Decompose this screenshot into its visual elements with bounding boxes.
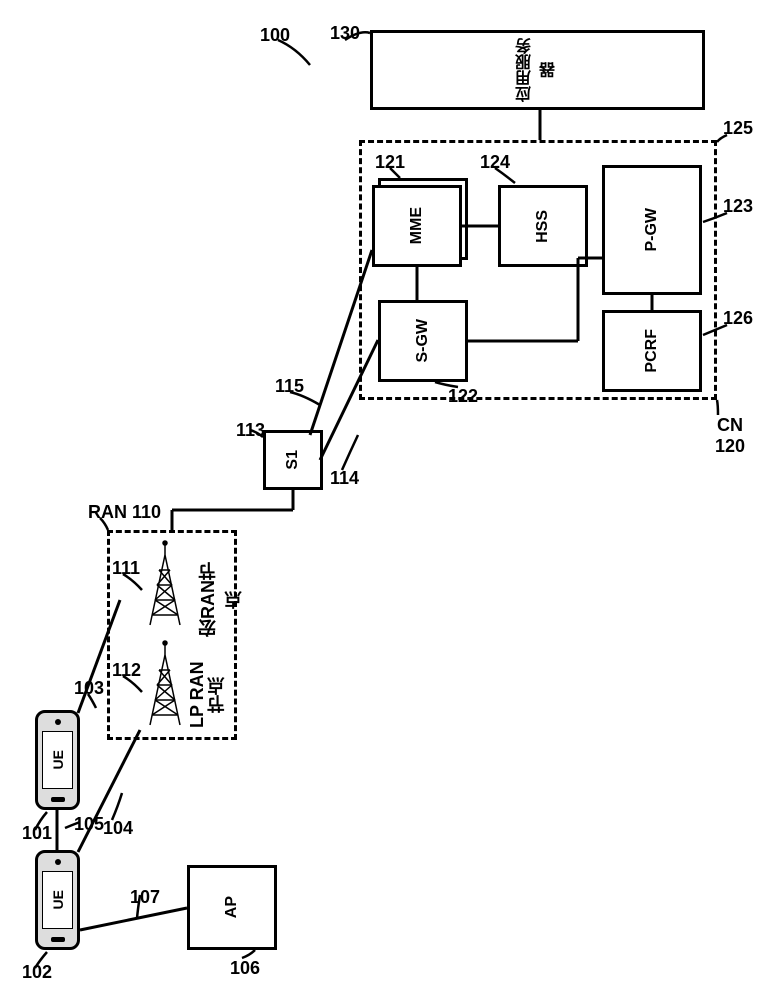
ref-107: 107 [130, 887, 160, 908]
ref-121: 121 [375, 152, 405, 173]
lp-ran-label: LP RAN节点 [188, 655, 228, 735]
ue2-label: UE [50, 890, 66, 909]
pcrf-label: PCRF [643, 329, 661, 373]
ue2-phone: UE [35, 850, 80, 950]
sgw-box: S-GW [378, 300, 468, 382]
ref-106: 106 [230, 958, 260, 979]
ue1-label: UE [50, 750, 66, 769]
ref-112: 112 [112, 660, 141, 681]
ref-100: 100 [260, 25, 290, 46]
macro-ran-label: 宏RAN节点 [195, 555, 247, 645]
hss-label: HSS [534, 210, 552, 243]
ref-124: 124 [480, 152, 510, 173]
ref-111: 111 [112, 558, 140, 579]
ref-130: 130 [330, 23, 360, 44]
ref-114: 114 [330, 468, 359, 489]
s1-label: S1 [284, 450, 302, 470]
ref-102: 102 [22, 962, 52, 983]
ref-123: 123 [723, 196, 753, 217]
ap-box: AP [187, 865, 277, 950]
ref-113: 113 [236, 420, 265, 441]
ref-125: 125 [723, 118, 753, 139]
mme-box: MME [372, 185, 462, 267]
ref-115: 115 [275, 376, 304, 397]
app-server-label: 应用服务器 [514, 33, 562, 107]
ref-104: 104 [103, 818, 133, 839]
ref-ran110: RAN 110 [88, 502, 161, 523]
ref-cn120: CN 120 [703, 415, 757, 457]
sgw-label: S-GW [414, 319, 432, 363]
s1-box: S1 [263, 430, 323, 490]
pgw-box: P-GW [602, 165, 702, 295]
ap-label: AP [223, 896, 241, 918]
hss-box: HSS [498, 185, 588, 267]
mme-label: MME [408, 207, 426, 244]
diagram-canvas: 应用服务器 MME HSS S-GW P-GW PCRF S1 UE UE AP… [0, 0, 757, 1000]
ref-103: 103 [74, 678, 104, 699]
app-server-box: 应用服务器 [370, 30, 705, 110]
ue1-phone: UE [35, 710, 80, 810]
ref-105: 105 [74, 814, 104, 835]
pcrf-box: PCRF [602, 310, 702, 392]
ref-126: 126 [723, 308, 753, 329]
ref-122: 122 [448, 386, 478, 407]
ref-101: 101 [22, 823, 52, 844]
pgw-label: P-GW [643, 208, 661, 252]
